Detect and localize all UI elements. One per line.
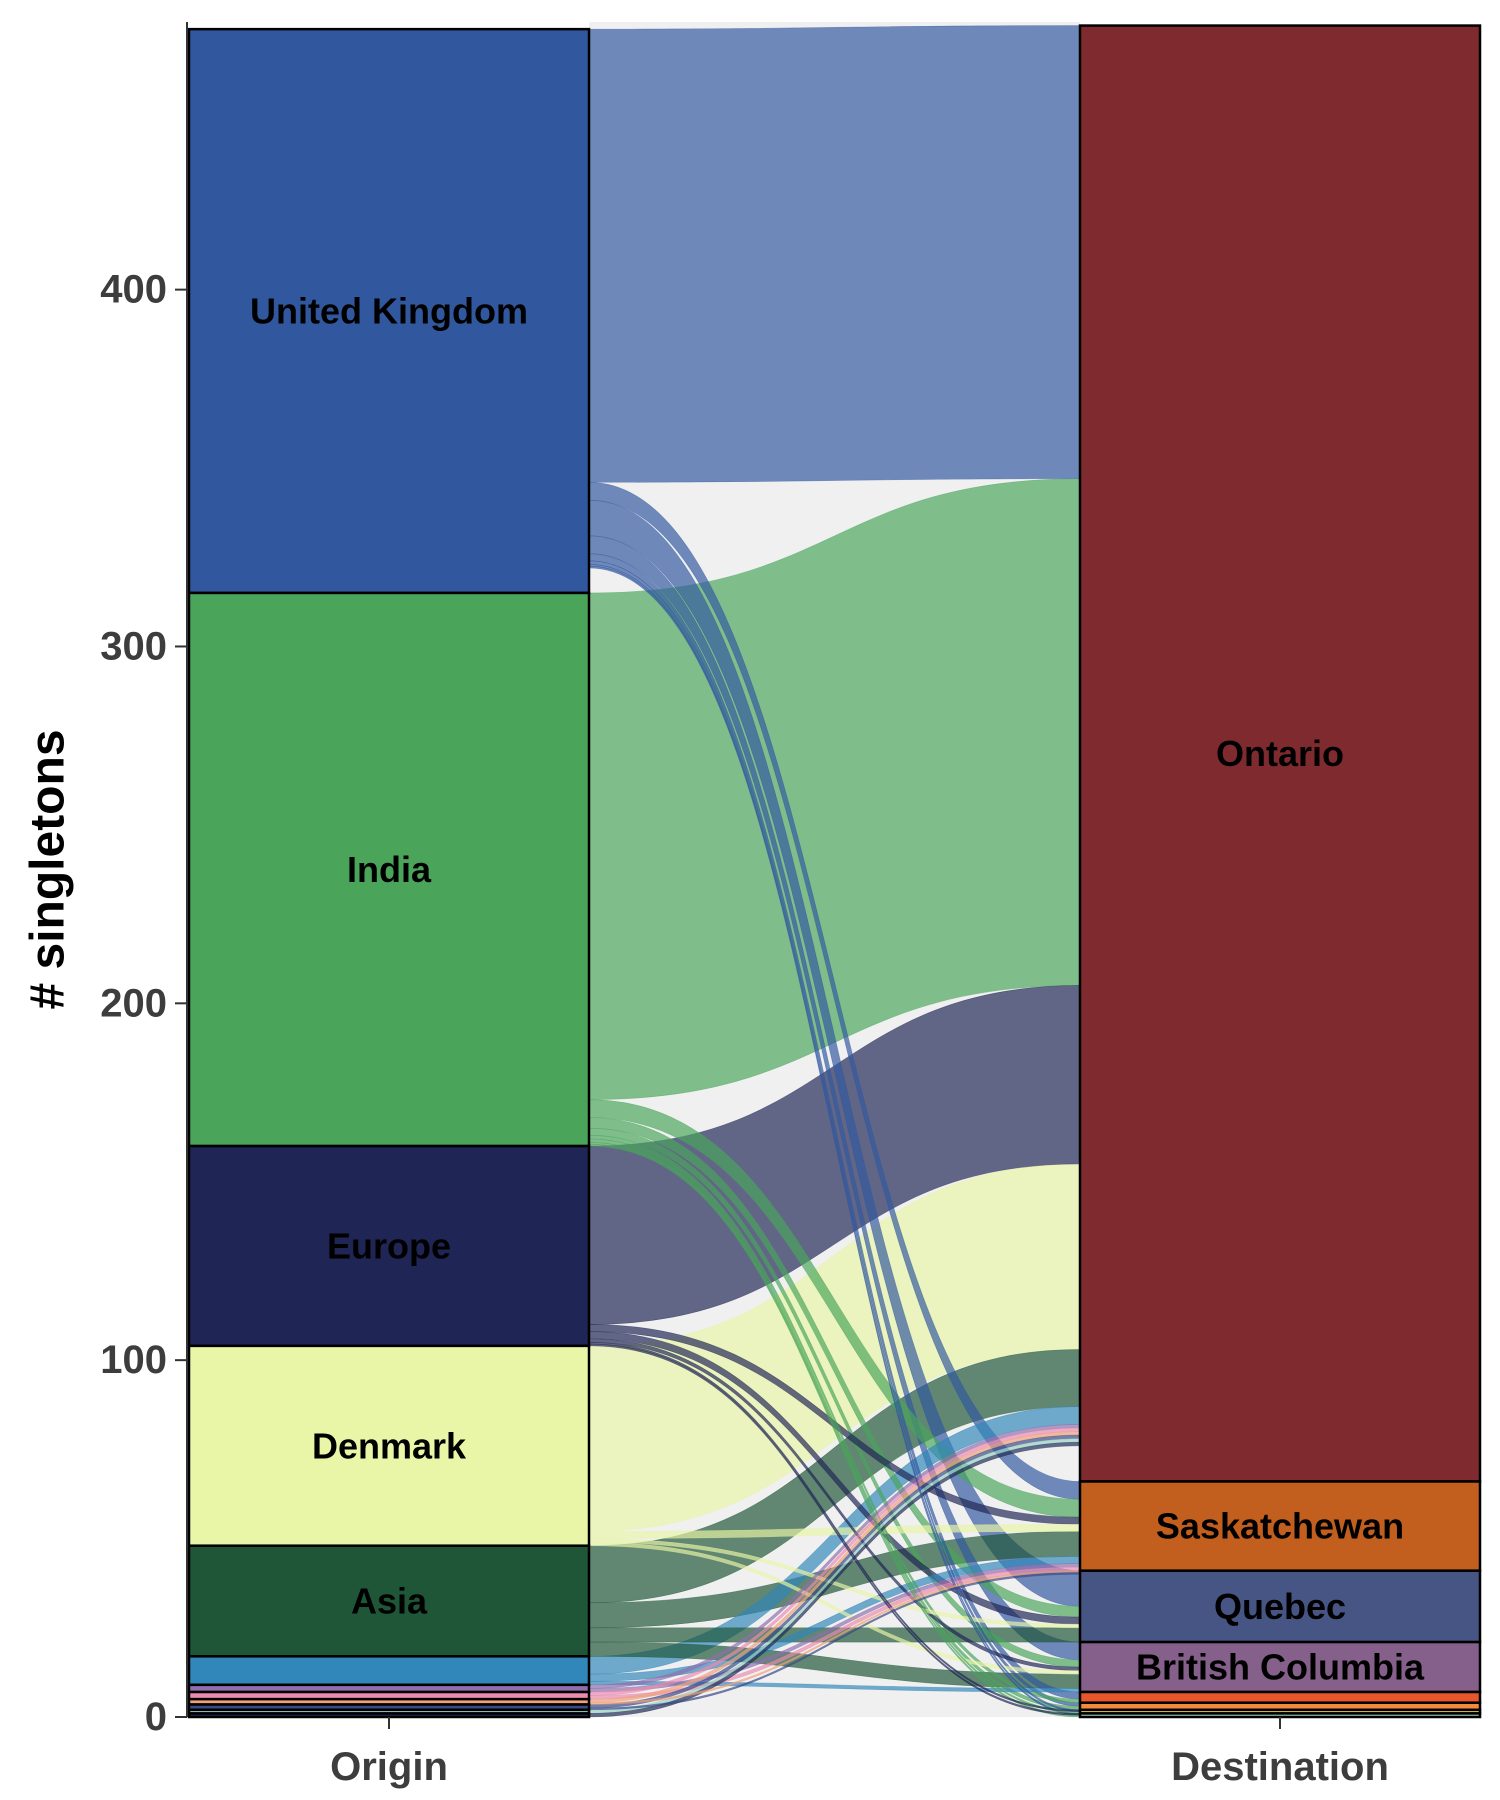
flow-ribbon — [588, 25, 1081, 483]
y-tick-label: 0 — [145, 1695, 167, 1739]
origin-stratum — [187, 591, 591, 1148]
y-tick-label: 100 — [100, 1338, 167, 1382]
destination-stratum — [1078, 1712, 1482, 1719]
origin-stratum-label: United Kingdom — [250, 291, 528, 332]
origin-stratum-label: Asia — [351, 1581, 428, 1622]
destination-stratum-label: British Columbia — [1136, 1647, 1425, 1688]
destination-stratum-label: Saskatchewan — [1156, 1506, 1404, 1547]
x-axis: Origin Destination — [330, 1717, 1389, 1789]
origin-stratum — [187, 1144, 591, 1348]
y-tick-label: 200 — [100, 981, 167, 1025]
y-tick-label: 300 — [100, 624, 167, 668]
flows-layer — [588, 25, 1081, 1718]
y-tick-label: 400 — [100, 268, 167, 312]
destination-stratum-label: Quebec — [1214, 1586, 1346, 1627]
destination-stratum — [1078, 1480, 1482, 1572]
y-axis-title: # singletons — [22, 729, 75, 1009]
origin-stratum-label: Europe — [327, 1225, 451, 1266]
y-axis: 0 100 200 300 400 — [100, 22, 188, 1739]
x-tick-label: Destination — [1171, 1745, 1389, 1789]
strata-layer: United Kingdom India Europe Denmark Asia Onta… — [187, 24, 1482, 1719]
origin-stratum-label: India — [347, 849, 432, 890]
destination-stratum — [1078, 24, 1482, 1483]
destination-stratum-label: Ontario — [1216, 733, 1344, 774]
origin-stratum — [187, 1344, 591, 1547]
x-tick-label: Origin — [330, 1745, 448, 1789]
destination-stratum — [1078, 1690, 1482, 1704]
origin-stratum — [187, 1655, 591, 1687]
origin-stratum — [187, 1712, 591, 1719]
destination-stratum — [1078, 1640, 1482, 1694]
destination-stratum — [1078, 1569, 1482, 1644]
origin-stratum — [187, 27, 591, 595]
origin-stratum-label: Denmark — [312, 1425, 467, 1466]
